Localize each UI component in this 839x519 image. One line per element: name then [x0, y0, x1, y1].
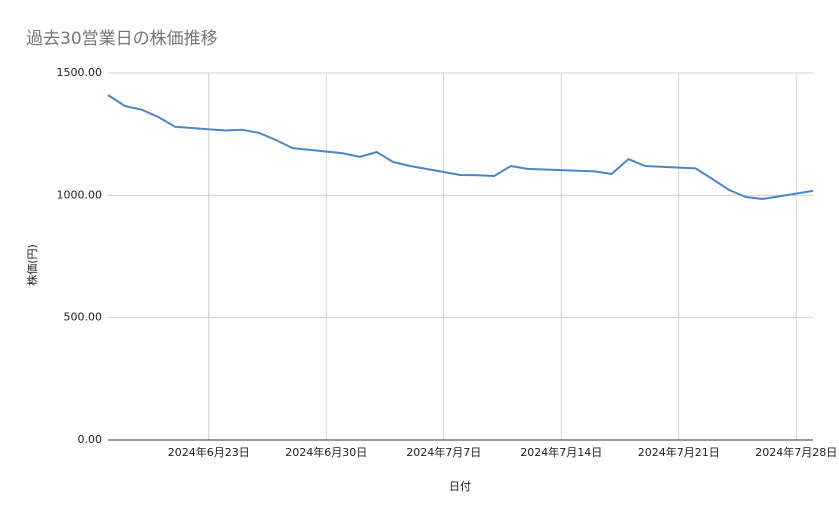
x-tick-label: 2024年7月7日: [406, 445, 481, 459]
x-axis-label: 日付: [449, 480, 471, 493]
x-tick-label: 2024年7月21日: [638, 445, 720, 459]
x-tick-label: 2024年7月28日: [755, 445, 837, 459]
x-tick-label: 2024年6月30日: [285, 445, 367, 459]
y-tick-label: 1500.00: [57, 66, 103, 79]
x-tick-label: 2024年6月23日: [168, 445, 250, 459]
x-tick-label: 2024年7月14日: [520, 445, 602, 459]
y-axis-label: 株価(円): [25, 244, 39, 286]
chart-title: 過去30営業日の株価推移: [26, 29, 218, 49]
y-tick-label: 0.00: [78, 433, 103, 446]
data-line: [107, 94, 814, 200]
y-tick-label: 500.00: [64, 311, 103, 324]
y-tick-label: 1000.00: [57, 188, 103, 201]
